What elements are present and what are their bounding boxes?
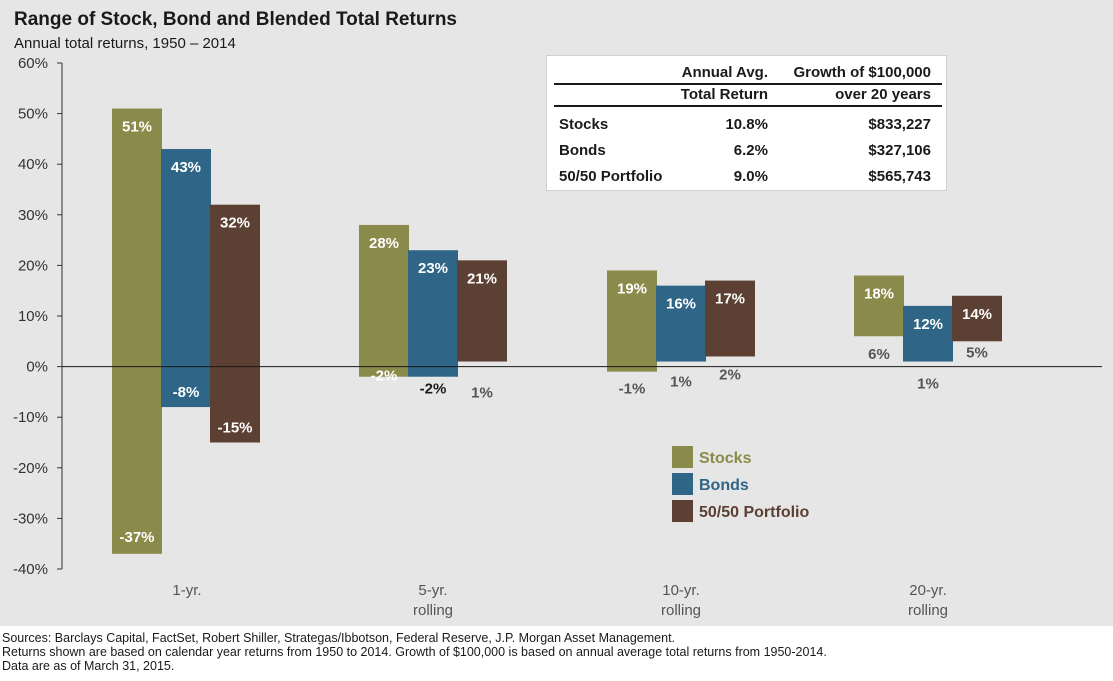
table-row-avg: 9.0% — [733, 167, 768, 185]
x-category-label: rolling — [413, 602, 453, 619]
table-row-growth: $565,743 — [868, 167, 931, 185]
bar-50-50-portfolio — [705, 280, 755, 357]
bar-bonds — [161, 149, 211, 408]
legend-item-stocks: Stocks — [672, 446, 872, 470]
footnotes: Sources: Barclays Capital, FactSet, Robe… — [2, 631, 1102, 673]
bar-50-50-portfolio — [457, 260, 507, 362]
chart-panel: Range of Stock, Bond and Blended Total R… — [0, 0, 1113, 626]
data-label-high: 28% — [369, 235, 399, 252]
x-category-label: rolling — [908, 602, 948, 619]
x-category-label: 5-yr. — [418, 582, 447, 599]
data-label-low: 5% — [966, 344, 988, 361]
bar-50-50-portfolio — [210, 204, 260, 443]
table-row-label: 50/50 Portfolio — [559, 167, 663, 185]
data-label-high: 14% — [962, 306, 992, 323]
y-tick-label: -30% — [13, 510, 48, 527]
data-label-high: 17% — [715, 291, 745, 308]
data-label-low: -37% — [119, 529, 154, 546]
data-label-high: 23% — [418, 260, 448, 277]
x-category-label: 1-yr. — [172, 582, 201, 599]
legend-label-portfolio: 50/50 Portfolio — [699, 504, 810, 521]
data-label-high: 16% — [666, 296, 696, 313]
bar-stocks — [359, 224, 409, 377]
table-header-avg-line2: Total Return — [663, 84, 768, 107]
chart-subtitle: Annual total returns, 1950 – 2014 — [14, 35, 236, 52]
y-tick-label: 40% — [18, 156, 48, 173]
legend-swatch-bonds — [672, 473, 693, 495]
y-tick-label: 20% — [18, 257, 48, 274]
bar-stocks — [854, 275, 904, 337]
data-label-low: 6% — [868, 346, 890, 363]
legend-item-bonds: Bonds — [672, 473, 872, 497]
bar-bonds — [408, 250, 458, 377]
x-category-label: rolling — [661, 602, 701, 619]
table-header-avg-line1: Annual Avg. — [663, 63, 768, 85]
x-category-label: 20-yr. — [909, 582, 947, 599]
data-label-high: 32% — [220, 215, 250, 232]
footnote-methodology: Returns shown are based on calendar year… — [2, 645, 827, 659]
y-tick-label: -20% — [13, 460, 48, 477]
chart-title: Range of Stock, Bond and Blended Total R… — [14, 9, 458, 30]
y-tick-label: 30% — [18, 207, 48, 224]
x-category-label: 10-yr. — [662, 582, 700, 599]
data-label-high: 19% — [617, 280, 647, 297]
data-label-low: 1% — [471, 385, 493, 402]
legend-label-stocks: Stocks — [699, 450, 752, 467]
data-label-low: -2% — [420, 381, 447, 398]
y-tick-label: 50% — [18, 106, 48, 123]
legend-item-portfolio: 50/50 Portfolio — [672, 500, 872, 524]
table-header-growth-line2: over 20 years — [768, 84, 942, 107]
legend-swatch-portfolio — [672, 500, 693, 522]
bar-bonds — [903, 305, 953, 362]
data-label-low: -8% — [173, 384, 200, 401]
footnote-sources: Sources: Barclays Capital, FactSet, Robe… — [2, 631, 676, 645]
data-label-low: -1% — [619, 381, 646, 398]
legend-label-bonds: Bonds — [699, 477, 749, 494]
table-row-avg: 6.2% — [733, 141, 768, 159]
table-row: 50/50 Portfolio 9.0% $565,743 — [554, 163, 942, 189]
table-row: Stocks 10.8% $833,227 — [554, 106, 942, 137]
bar-chart: 60% 50% 40% 30% 20% 10% 0% -10% -20% -30% -40% 51% -… — [13, 55, 1102, 619]
table-row-growth: $833,227 — [868, 115, 931, 133]
data-label-high: 21% — [467, 270, 497, 287]
table-row-growth: $327,106 — [868, 141, 931, 159]
data-label-low: 1% — [917, 376, 939, 393]
bar-bonds — [656, 285, 706, 362]
data-label-low: 1% — [670, 374, 692, 391]
table-row-label: Stocks — [559, 115, 609, 133]
y-tick-label: -10% — [13, 409, 48, 426]
data-label-low: -2% — [371, 368, 398, 385]
data-label-high: 43% — [171, 159, 201, 176]
footnote-date: Data are as of March 31, 2015. — [2, 659, 175, 673]
data-label-high: 12% — [913, 316, 943, 333]
legend-swatch-stocks — [672, 446, 693, 468]
data-label-low: 2% — [719, 367, 741, 384]
data-label-low: -15% — [217, 420, 252, 437]
summary-table: Annual Avg. Growth of $100,000 Total Ret… — [546, 55, 947, 191]
data-label-high: 18% — [864, 286, 894, 303]
y-tick-label: 0% — [26, 359, 48, 376]
bar-stocks — [607, 270, 657, 372]
y-tick-label: 10% — [18, 308, 48, 325]
y-tick-label: -40% — [13, 561, 48, 578]
data-label-high: 51% — [122, 119, 152, 136]
table-row-avg: 10.8% — [725, 115, 768, 133]
table-row: Bonds 6.2% $327,106 — [554, 137, 942, 163]
y-tick-label: 60% — [18, 55, 48, 72]
table-row-label: Bonds — [559, 141, 606, 159]
bar-stocks — [112, 108, 162, 554]
table-header-growth-line1: Growth of $100,000 — [768, 63, 942, 85]
bar-50-50-portfolio — [952, 295, 1002, 342]
